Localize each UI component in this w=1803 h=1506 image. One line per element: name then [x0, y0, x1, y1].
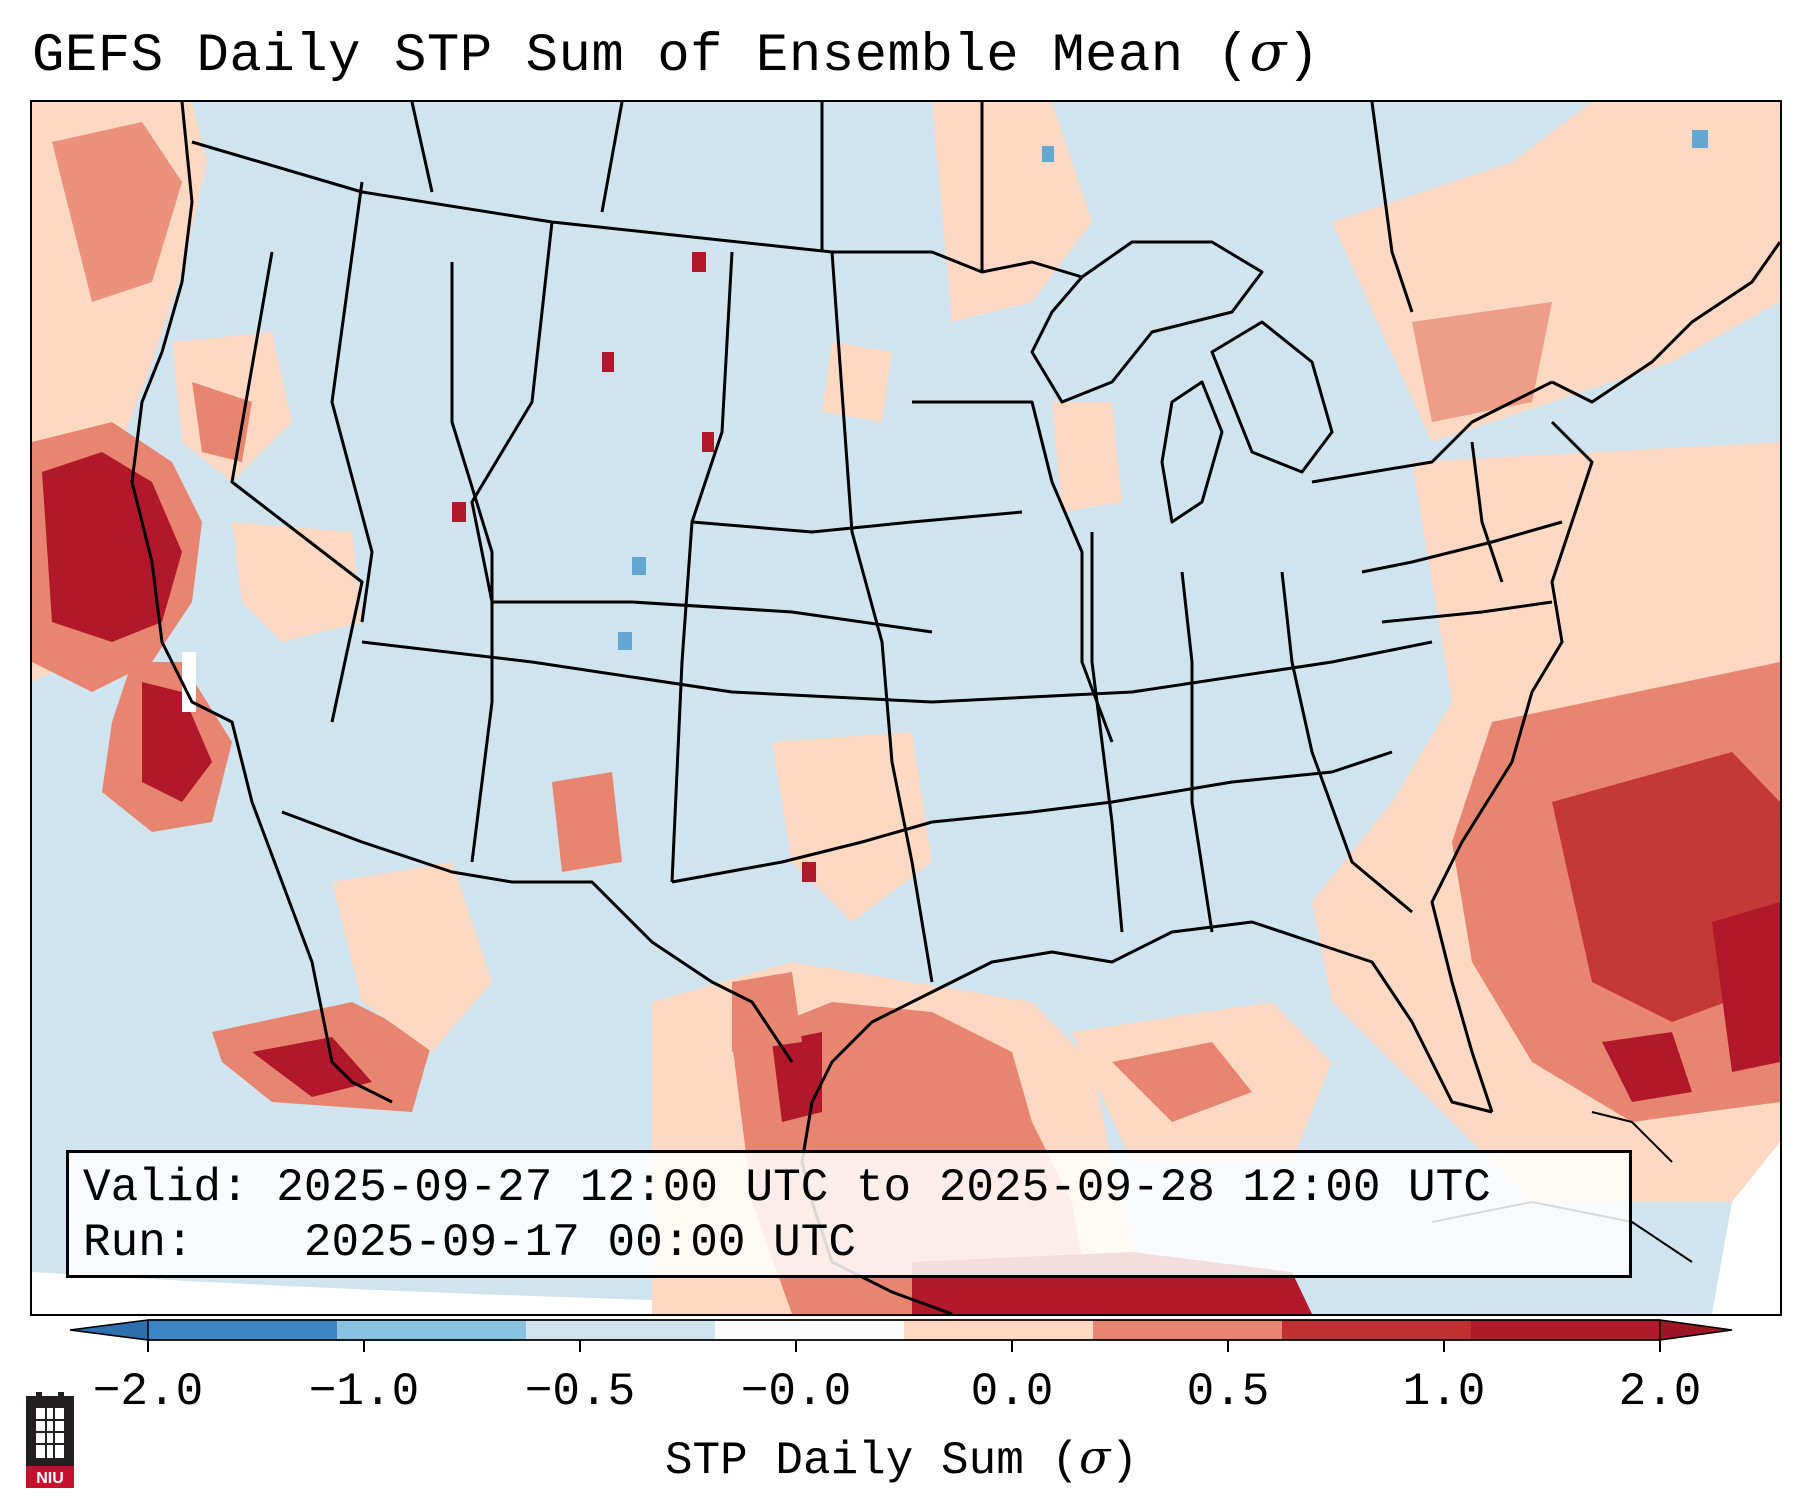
colorbar-cell: [526, 1320, 716, 1340]
niu-logo-text: NIU: [36, 1470, 64, 1487]
colorbar-label: STP Daily Sum (σ): [664, 1430, 1139, 1487]
colorbar-tick-label: 0.0: [970, 1366, 1054, 1418]
valid-value: 2025-09-27 12:00 UTC to 2025-09-28 12:00…: [276, 1162, 1491, 1214]
colorbar-cell: [1093, 1320, 1283, 1340]
valid-run-info-box: Valid: 2025-09-27 12:00 UTC to 2025-09-2…: [66, 1150, 1632, 1278]
boundary-lines: [130, 102, 1780, 1314]
colorbar-tick-label: −1.0: [308, 1366, 420, 1418]
niu-logo-graphic: [26, 1392, 74, 1488]
projection-edge-right: [1712, 1142, 1780, 1314]
colorbar-ticks: [147, 1340, 1661, 1352]
niu-logo: NIU: [22, 1390, 78, 1490]
colorbar-tick-label: −0.5: [524, 1366, 636, 1418]
map-panel: [30, 100, 1782, 1316]
colorbar-cell: [715, 1320, 905, 1340]
colorbar-cell: [1282, 1320, 1472, 1340]
colorbar-cell: [1471, 1320, 1661, 1340]
colorbar-tick-label: −0.0: [740, 1366, 852, 1418]
colorbar-extend-high: [1660, 1320, 1732, 1340]
colorbar-tick-label: 1.0: [1402, 1366, 1486, 1418]
valid-label: Valid:: [83, 1162, 249, 1214]
colorbar-cell: [337, 1320, 527, 1340]
run-label: Run:: [83, 1217, 194, 1269]
colorbar: [69, 1319, 1733, 1352]
colorbar-extend-low: [70, 1320, 148, 1340]
colorbar-cell: [904, 1320, 1094, 1340]
run-value: 2025-09-17 00:00 UTC: [303, 1217, 856, 1269]
colorbar-cells: [148, 1320, 1661, 1340]
colorbar-tick-label: 0.5: [1186, 1366, 1270, 1418]
map-canvas: [32, 102, 1780, 1314]
colorbar-cell: [148, 1320, 338, 1340]
colorbar-tick-label: 2.0: [1618, 1366, 1702, 1418]
colorbar-tick-label: −2.0: [92, 1366, 204, 1418]
map-title: GEFS Daily STP Sum of Ensemble Mean (σ): [32, 20, 1320, 87]
